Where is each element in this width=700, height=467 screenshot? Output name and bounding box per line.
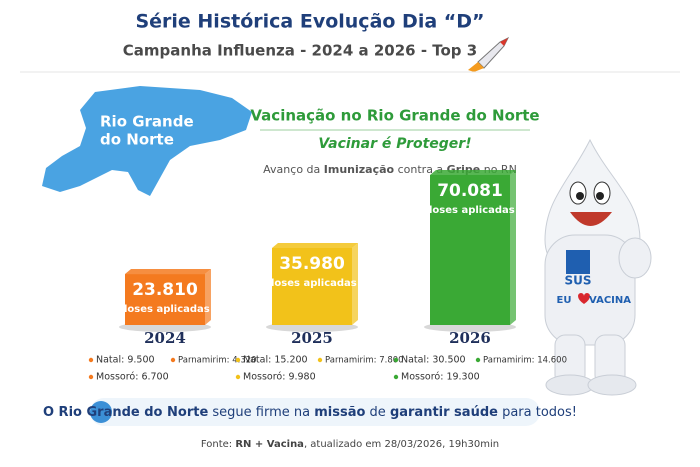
unit-label: doses aplicadas: [120, 304, 210, 315]
rocket: [468, 36, 510, 72]
detail-bullet: [235, 357, 241, 363]
text-segment: segue firme na: [208, 405, 314, 420]
text-segment: O Rio Grande do Norte: [43, 405, 208, 420]
bar-top: [125, 269, 211, 275]
detail-text: Parnamirim: 14.600: [483, 356, 567, 366]
detail-bullet: [393, 374, 399, 380]
bar-top: [430, 170, 516, 175]
text-segment: missão: [314, 405, 365, 420]
text-segment: Fonte:: [201, 439, 235, 450]
text-segment: , atualizado em 28/03/2026, 19h30min: [304, 439, 499, 450]
x-tick-label: 2025: [291, 329, 333, 347]
bar-side: [205, 269, 211, 325]
detail-bullet: [393, 357, 399, 363]
unit-label: doses aplicadas: [425, 205, 515, 216]
text-segment: RN + Vacina: [235, 439, 304, 450]
globe-icon: [90, 401, 112, 423]
map-label: Rio Grande: [100, 113, 194, 131]
banner-bg: [90, 398, 540, 426]
detail-text: Mossoró: 6.700: [96, 372, 169, 383]
mascot-text: VACINA: [589, 295, 631, 306]
bar-side: [510, 170, 516, 325]
unit-label: doses aplicadas: [267, 278, 357, 289]
detail-text: Mossoró: 19.300: [401, 372, 480, 383]
bar: [430, 175, 510, 325]
map-label: do Norte: [100, 131, 174, 149]
detail-text: Natal: 15.200: [243, 355, 308, 366]
detail-text: Natal: 30.500: [401, 355, 466, 366]
text-segment: de: [365, 405, 390, 420]
value-label: 23.810: [132, 280, 198, 300]
mascot-badge: SUS: [564, 274, 591, 288]
x-tick-label: 2026: [449, 329, 491, 347]
title: Série Histórica Evolução Dia “D”: [135, 11, 484, 33]
value-label: 35.980: [279, 254, 345, 274]
value-label: 70.081: [437, 181, 503, 201]
text-segment: Avanço da: [263, 163, 324, 176]
banner-text: O Rio Grande do Norte segue firme na mis…: [43, 405, 577, 420]
bar-side: [352, 242, 358, 325]
detail-bullet: [235, 374, 241, 380]
detail-text: Parnamirim: 4.320: [178, 356, 257, 366]
mascot: SUS EU VACINA: [544, 138, 652, 396]
detail-text: Mossoró: 9.980: [243, 372, 316, 383]
text-segment: para todos!: [498, 405, 577, 420]
subtitle: Campanha Influenza - 2024 a 2026 - Top 3: [123, 42, 477, 60]
panel-heading: Vacinação no Rio Grande do Norte: [250, 107, 539, 125]
detail-text: Natal: 9.500: [96, 355, 155, 366]
detail-bullet: [88, 357, 94, 363]
detail-bullet: [170, 357, 176, 363]
bar: [125, 274, 205, 325]
bar: [272, 247, 352, 325]
text-segment: Imunização: [324, 163, 395, 176]
state-map: [42, 86, 252, 196]
detail-bullet: [88, 374, 94, 380]
mascot-text: EU: [557, 295, 572, 306]
panel-slogan: Vacinar é Proteger!: [318, 136, 471, 152]
x-tick-label: 2024: [144, 329, 186, 347]
detail-text: Parnamirim: 7.800: [325, 356, 404, 366]
text-segment: garantir saúde: [390, 405, 498, 420]
detail-bullet: [475, 357, 481, 363]
detail-bullet: [317, 357, 323, 363]
source: Fonte: RN + Vacina, atualizado em 28/03/…: [201, 439, 499, 450]
panel-caption: Avanço da Imunização contra a Gripe no R…: [263, 163, 517, 176]
bar-top: [272, 242, 358, 248]
